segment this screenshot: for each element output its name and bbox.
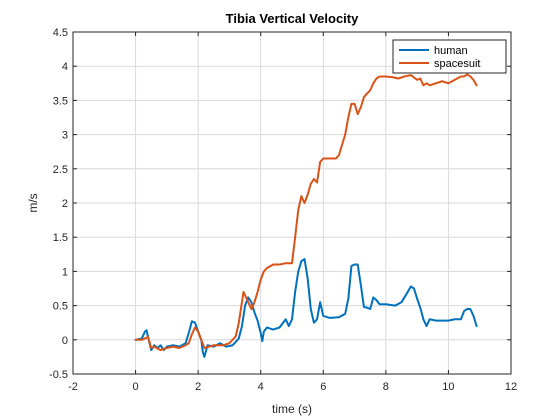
x-tick-label: 10 bbox=[442, 381, 454, 393]
series-line-human bbox=[134, 258, 478, 358]
y-tick-label: 2.5 bbox=[53, 164, 68, 176]
x-tick-label: 0 bbox=[133, 381, 139, 393]
grid bbox=[73, 32, 511, 374]
legend-box bbox=[392, 39, 507, 74]
x-tick-label: 12 bbox=[505, 381, 517, 393]
y-tick-label: 1.5 bbox=[53, 232, 68, 244]
x-tick-label: 6 bbox=[320, 381, 326, 393]
y-tick-label: 1 bbox=[62, 266, 68, 278]
x-tick-label: -2 bbox=[68, 381, 78, 393]
y-tick-label: 2 bbox=[62, 198, 68, 210]
legend-label-spacesuit: spacesuit bbox=[434, 58, 480, 70]
chart-title: Tibia Vertical Velocity bbox=[226, 11, 359, 26]
x-tick-label: 2 bbox=[195, 381, 201, 393]
y-tick-label: 4 bbox=[62, 61, 68, 73]
x-tick-label: 4 bbox=[258, 381, 264, 393]
y-tick-label: 0 bbox=[62, 335, 68, 347]
y-axis-label: m/s bbox=[26, 193, 40, 212]
axis-ticks: -2 0 2 4 6 8 10 12 -0.5 0 0.5 1 1.5 2 2.5 3 3.5 4 4.5 bbox=[49, 27, 517, 393]
y-tick-label: 3 bbox=[62, 130, 68, 142]
y-tick-label: 0.5 bbox=[53, 301, 68, 313]
x-axis-label: time (s) bbox=[272, 402, 312, 416]
y-tick-label: 4.5 bbox=[53, 27, 68, 39]
y-tick-label: -0.5 bbox=[49, 369, 68, 381]
series-lines bbox=[134, 73, 478, 358]
y-tick-label: 3.5 bbox=[53, 95, 68, 107]
x-tick-label: 8 bbox=[383, 381, 389, 393]
legend-label-human: human bbox=[434, 45, 468, 57]
series-line-spacesuit bbox=[134, 73, 478, 352]
